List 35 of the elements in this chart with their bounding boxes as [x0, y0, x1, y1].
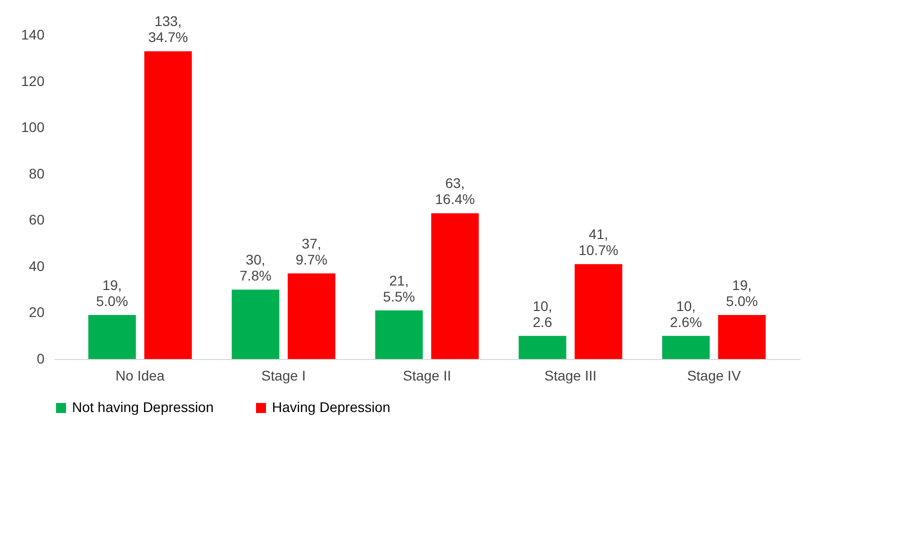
x-tick-label: Stage III: [544, 368, 597, 384]
x-tick-label: Stage II: [402, 368, 452, 384]
y-tick-label: 80: [28, 165, 45, 182]
y-tick-label: 40: [28, 258, 45, 274]
bar: [518, 336, 566, 359]
y-tick-label: 140: [21, 26, 45, 42]
data-label: 21, 5.5%: [383, 272, 415, 304]
data-label: 19, 5.0%: [726, 277, 758, 310]
y-tick-label: 60: [28, 212, 45, 228]
data-label: 19, 5.0%: [96, 277, 128, 310]
y-tick-label: 0: [36, 350, 45, 366]
bar: [288, 273, 336, 359]
bar: [88, 315, 136, 359]
legend-label: Not having Depression: [72, 399, 214, 415]
bar: [375, 310, 423, 359]
bar: [431, 213, 479, 359]
y-tick-label: 120: [21, 72, 45, 89]
x-tick-label: No Idea: [116, 368, 165, 384]
data-label: 41, 10.7%: [578, 226, 618, 258]
x-tick-label: Stage IV: [687, 368, 742, 384]
y-tick-label: 20: [28, 304, 45, 320]
y-tick-label: 100: [21, 119, 45, 136]
bar: [232, 290, 280, 359]
data-label: 133, 34.7%: [148, 13, 188, 46]
bar: [718, 315, 766, 359]
data-label: 10, 2.6: [532, 298, 552, 330]
data-label: 63, 16.4%: [435, 175, 475, 208]
legend-label: Having Depression: [272, 399, 390, 415]
data-label: 10, 2.6%: [670, 298, 702, 330]
bar: [662, 336, 710, 359]
bar: [144, 51, 192, 359]
data-label: 37, 9.7%: [296, 235, 328, 268]
data-label: 30, 7.8%: [240, 252, 272, 284]
bar: [574, 264, 622, 359]
x-tick-label: Stage I: [261, 368, 306, 384]
